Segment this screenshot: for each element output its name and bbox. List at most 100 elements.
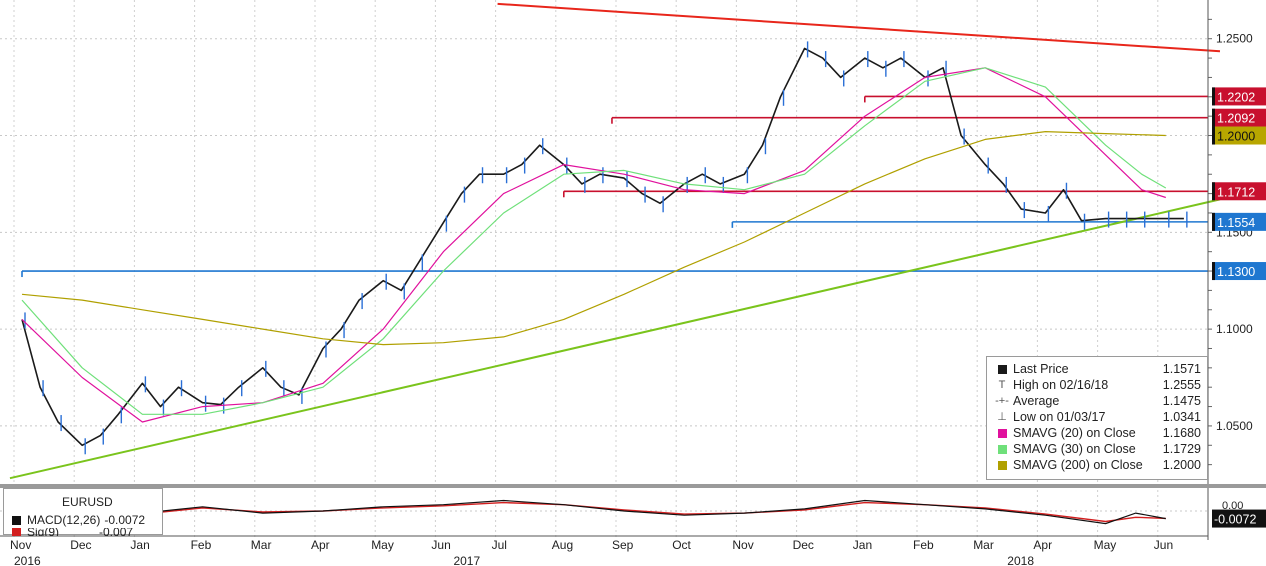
y-tick-label: 1.0500 [1216, 419, 1253, 433]
macd-signal-line [21, 501, 1166, 523]
x-month-label: Feb [191, 538, 212, 552]
legend-swatch [998, 444, 1007, 454]
price-level-badge-edge [1212, 87, 1215, 106]
price-level-badge [1212, 108, 1266, 127]
x-month-label: Mar [973, 538, 994, 552]
price-level-badge-edge [1212, 182, 1215, 201]
y-tick-label: 1.2500 [1216, 32, 1253, 46]
x-month-label: Aug [552, 538, 573, 552]
legend-row: SMAVG (200) on Close 1.2000 [995, 457, 1201, 473]
legend-symbol: T [998, 379, 1006, 391]
legend-row: Last Price 1.1571 [995, 361, 1201, 377]
macd-swatch [12, 515, 21, 525]
x-month-label: Nov [10, 538, 31, 552]
trendlines [9, 2, 1221, 480]
legend-row: -+- Average 1.1475 [995, 393, 1201, 409]
x-month-label: Jun [431, 538, 450, 552]
legend-row: ⊥ Low on 01/03/17 1.0341 [995, 409, 1201, 425]
price-level-label: 1.2092 [1217, 112, 1255, 126]
price-level-badge-edge [1212, 126, 1215, 145]
x-month-label: May [1094, 538, 1117, 552]
legend-value: 1.2555 [1162, 378, 1201, 392]
legend-symbol: -+- [995, 395, 1009, 407]
signal-swatch [12, 528, 21, 536]
legend-value: 1.0341 [1162, 410, 1201, 424]
price-level-badge-edge [1212, 212, 1215, 231]
price-level-badge [1212, 182, 1266, 201]
price-level-badge [1212, 212, 1266, 231]
x-month-label: Dec [793, 538, 814, 552]
legend-value: 1.1571 [1162, 362, 1201, 376]
price-level-label: 1.1554 [1217, 216, 1255, 230]
macd-badge-label: -0.0072 [1214, 513, 1256, 527]
macd-instrument: EURUSD [62, 495, 113, 509]
x-month-label: Jan [853, 538, 872, 552]
x-month-label: Jan [130, 538, 149, 552]
grid [0, 0, 1208, 540]
legend-label: SMAVG (30) on Close [1013, 442, 1136, 456]
trendline-resistance [497, 2, 1221, 53]
series-line [21, 67, 1166, 423]
legend-swatch [998, 428, 1007, 438]
x-month-label: Mar [251, 538, 272, 552]
x-month-label: Jun [1154, 538, 1173, 552]
x-month-label: Apr [1033, 538, 1052, 552]
price-level-badge [1212, 262, 1266, 281]
x-month-label: May [371, 538, 394, 552]
macd-panel: 0.00-0.0072 [0, 484, 1266, 528]
x-month-label: Oct [672, 538, 691, 552]
legend-value: 1.1680 [1162, 426, 1201, 440]
legend-label: SMAVG (20) on Close [1013, 426, 1136, 440]
legend-symbol: ⊥ [997, 411, 1007, 423]
legend-row: SMAVG (20) on Close 1.1680 [995, 425, 1201, 441]
price-level-badge-edge [1212, 262, 1215, 281]
price-series [21, 41, 1188, 455]
macd-value: -0.0072 [104, 513, 146, 527]
legend: Last Price 1.1571 T High on 02/16/18 1.2555-… [986, 356, 1208, 480]
x-month-label: Jul [492, 538, 507, 552]
macd-label: MACD(12,26) [27, 513, 101, 527]
legend-value: 1.1475 [1162, 394, 1201, 408]
x-year-label: 2017 [453, 554, 480, 566]
legend-label: High on 02/16/18 [1013, 378, 1109, 392]
x-year-label: 2018 [1007, 554, 1034, 566]
legend-swatch [998, 460, 1007, 470]
trendline-support [9, 198, 1221, 480]
y-tick-label: 1.1000 [1216, 322, 1253, 336]
price-levels [21, 95, 1208, 278]
signal-label: Sig(9) [27, 528, 60, 536]
x-month-label: Feb [913, 538, 934, 552]
x-month-label: Dec [70, 538, 91, 552]
level-badges: 1.2202 1.2092 1.2000 1.1712 1.1554 1.1300 [1212, 87, 1266, 281]
price-level-label: 1.1300 [1217, 265, 1255, 279]
price-level-label: 1.2000 [1217, 130, 1255, 144]
price-level-badge-edge [1212, 108, 1215, 127]
macd-row: MACD(12,26) -0.0072 [12, 513, 145, 527]
macd-line [21, 499, 1166, 525]
macd-legend: EURUSD MACD(12,26) -0.0072 Sig(9) -0.007 [3, 488, 163, 536]
legend-row: SMAVG (30) on Close 1.1729 [995, 441, 1201, 457]
price-level-badge [1212, 126, 1266, 145]
price-level-badge [1212, 87, 1266, 106]
x-month-label: Apr [311, 538, 330, 552]
series-line [21, 131, 1166, 346]
legend-label: Average [1013, 394, 1060, 408]
legend-label: SMAVG (200) on Close [1013, 458, 1143, 472]
macd-zero-tick: 0.00 [1222, 500, 1243, 512]
x-month-label: Sep [612, 538, 634, 552]
signal-value: -0.007 [99, 528, 134, 536]
series-line [21, 67, 1167, 415]
panel-divider [0, 484, 1266, 488]
x-month-label: Nov [732, 538, 753, 552]
legend-label: Last Price [1013, 362, 1069, 376]
macd-badge [1212, 509, 1266, 528]
signal-row: Sig(9) -0.007 [12, 528, 133, 536]
x-year-label: 2016 [14, 554, 41, 566]
legend-row: T High on 02/16/18 1.2555 [995, 377, 1201, 393]
legend-value: 1.2000 [1162, 458, 1201, 472]
price-level-label: 1.2202 [1217, 90, 1255, 104]
legend-swatch [998, 364, 1007, 374]
series-line [21, 47, 1184, 447]
x-axis: Nov Dec Jan Feb Mar Apr May Jun Jul Aug Sep Oct Nov D… [0, 535, 1208, 566]
